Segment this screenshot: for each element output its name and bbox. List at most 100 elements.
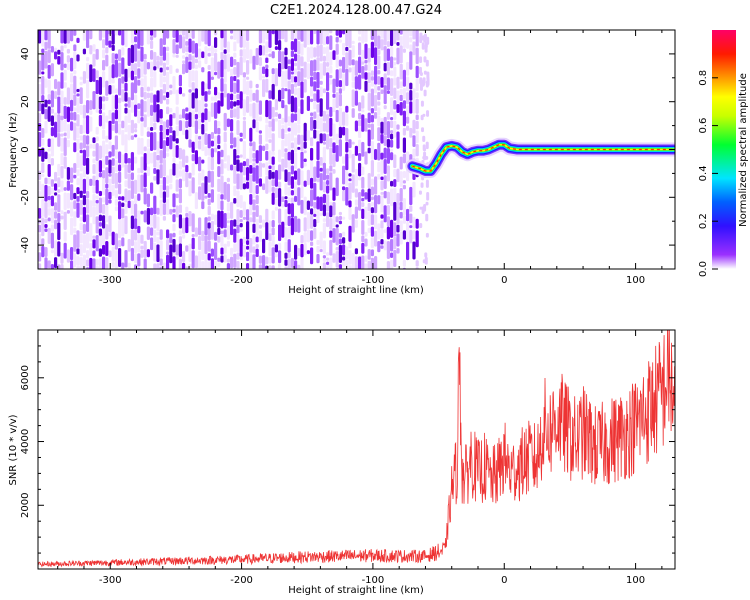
spectrogram-cell <box>111 84 115 94</box>
spectrogram-cell <box>166 175 170 185</box>
spectrogram-cell <box>399 156 403 170</box>
spectrogram-cell <box>345 68 349 87</box>
spectrogram-cell <box>73 107 77 112</box>
spectrogram-cell <box>185 107 189 112</box>
spectrogram-cell <box>66 249 70 263</box>
spectrogram-cell <box>54 268 57 269</box>
spectrogram-cell <box>73 227 77 234</box>
spectrogram-cell <box>38 131 42 148</box>
spectrogram-cell <box>412 41 416 56</box>
spectrogram-cell <box>198 172 202 186</box>
spectrogram-cell <box>380 214 384 219</box>
spectrogram-cell <box>79 190 83 198</box>
spectrogram-cell <box>114 250 118 269</box>
spectrogram-cell <box>294 62 298 67</box>
spectrogram-cell <box>223 83 227 98</box>
spectrogram-cell <box>57 81 61 96</box>
spectrogram-cell <box>185 266 189 269</box>
spectrogram-cell <box>217 100 221 114</box>
spectrogram-cell <box>130 215 134 230</box>
spectrogram-cell <box>290 149 294 165</box>
spectrogram-cell <box>118 219 122 239</box>
spectrogram-cell <box>370 178 374 186</box>
spectrogram-cell <box>278 187 282 207</box>
spectrogram-cell <box>284 266 288 269</box>
spectrogram-cell <box>287 226 291 239</box>
spectrogram-cell <box>271 210 275 220</box>
spectrogram-cell <box>204 91 208 102</box>
spectrogram-cell <box>258 100 262 115</box>
spectrogram-cell <box>76 93 80 97</box>
spectrogram-cell <box>399 211 403 219</box>
spectrogram-cell <box>166 146 170 152</box>
spectrogram-cell <box>172 130 176 142</box>
spectrogram-cell <box>76 152 80 169</box>
spectrogram-cell <box>156 263 160 269</box>
spectrogram-cell <box>162 191 166 204</box>
spectrogram-cell <box>284 241 288 252</box>
spectrogram-cell <box>246 181 250 189</box>
spectrogram-cell <box>156 231 160 236</box>
spectrogram-cell <box>370 114 374 123</box>
spectrogram-cell <box>370 207 374 214</box>
spectrogram-cell <box>278 113 282 120</box>
spectrogram-cell <box>236 224 240 234</box>
spectrogram-cell <box>118 49 122 62</box>
spectrogram-cell <box>271 179 275 187</box>
snr-frame <box>37 329 676 570</box>
spectrogram-cell <box>268 256 272 264</box>
spectrogram-cell <box>402 87 406 100</box>
spectrogram-cell <box>121 76 125 84</box>
spectrogram-cell <box>233 101 237 107</box>
spectrogram-cell <box>310 86 314 97</box>
spectrogram-cell <box>54 183 58 191</box>
spectrogram-cell <box>127 124 131 141</box>
spectrogram-cell <box>214 120 218 135</box>
spectrogram-cell <box>130 247 134 262</box>
spectrogram-cell <box>66 62 70 71</box>
spectrogram-cell <box>130 172 134 181</box>
spectrogram-cell <box>377 85 381 91</box>
spectrogram-cell <box>281 87 285 100</box>
spectrogram-cell <box>252 162 256 167</box>
spectrogram-cell <box>44 41 48 51</box>
spectrogram-cell <box>82 104 86 119</box>
spectrogram-cell <box>76 256 80 266</box>
spectrogram-cell <box>354 199 358 206</box>
spectrogram-cell <box>175 163 179 179</box>
spectrogram-cell <box>393 154 397 169</box>
spectrogram-cell <box>268 53 272 57</box>
spectrogram-cell <box>105 96 109 101</box>
spectrogram-cell <box>114 94 118 110</box>
spectrogram-cell <box>351 174 355 193</box>
spectrogram-cell <box>367 172 371 189</box>
spectrogram-cell <box>383 85 387 105</box>
spectrogram-cell <box>60 90 64 105</box>
spectrogram-cell <box>95 199 99 204</box>
spectrogram-cell <box>252 223 256 234</box>
spectrogram-cell <box>98 114 102 127</box>
spectrogram-cell <box>242 166 246 176</box>
spectrogram-cell <box>383 46 387 62</box>
spectrogram-cell <box>92 206 96 225</box>
spectrogram-cell <box>50 232 54 249</box>
spectrogram-cell <box>153 112 157 123</box>
spectrogram-cell <box>303 180 307 187</box>
spectrogram-cell <box>38 233 42 251</box>
spectrogram-cell <box>319 44 323 62</box>
spectrogram-cell <box>207 261 211 269</box>
spectrogram-cell <box>265 162 269 176</box>
spectrogram-cell <box>322 258 326 262</box>
spectrogram-cell <box>194 113 198 120</box>
spectrogram-cell <box>351 45 355 58</box>
spectrogram-cell <box>114 150 118 159</box>
spectrogram-cell <box>390 139 394 148</box>
spectrogram-cell <box>294 137 298 153</box>
spectrogram-cell <box>82 48 86 55</box>
spectrogram-cell <box>121 208 125 219</box>
spectrogram-cell <box>98 109 102 114</box>
spectrogram-cell <box>214 102 218 119</box>
spectrogram-cell <box>252 246 256 254</box>
spectrogram-cell <box>76 265 80 269</box>
spectrogram-cell <box>418 66 422 75</box>
